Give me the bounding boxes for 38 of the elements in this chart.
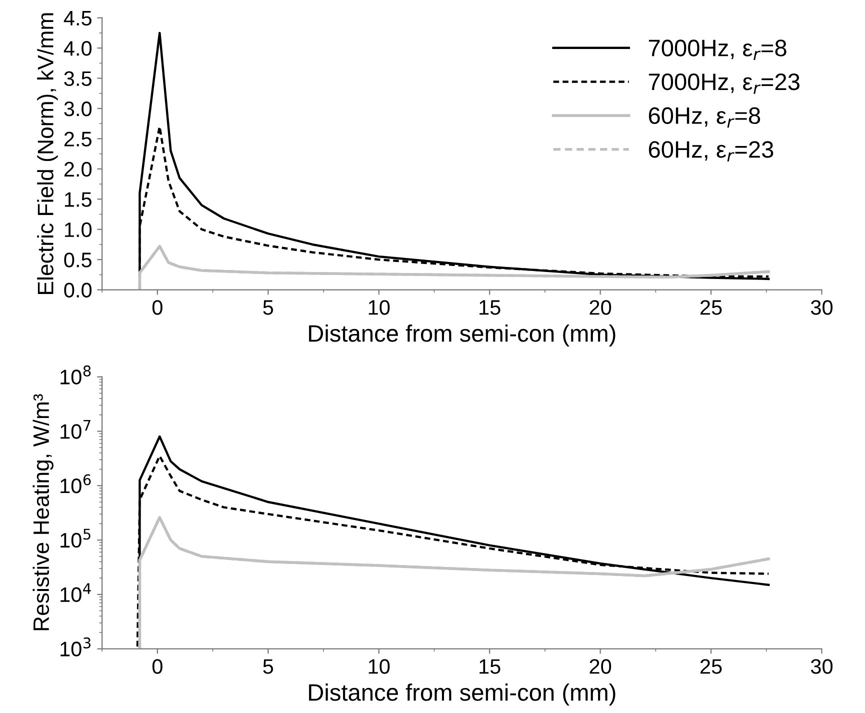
y-tick-label: 10$^{5}$ [60, 528, 90, 548]
y-tick-label: 10$^{6}$ [60, 474, 91, 494]
x-axis-title: Distance from semi-con (mm) [309, 684, 616, 706]
legend-label: 7000Hz, ε$_{r}$=8 [648, 40, 786, 60]
y-tick-label: 3.0 [64, 101, 92, 116]
x-tick-label: 30 [810, 300, 833, 315]
y-axis-title: Resistive Heating, W/m³ [32, 394, 54, 630]
y-tick-label: 1.0 [64, 222, 92, 238]
x-tick-label: 20 [590, 659, 612, 674]
x-tick-label: 15 [480, 300, 500, 315]
y-tick-label: 2.0 [64, 162, 92, 177]
y-tick-label: 4.5 [64, 11, 92, 26]
y-tick-label: 2.5 [64, 132, 92, 146]
y-tick-label: 10$^{4}$ [60, 583, 91, 602]
y-tick-label: 0.5 [64, 252, 92, 268]
x-tick-label: 5 [263, 659, 274, 674]
x-tick-label: 10 [368, 300, 390, 315]
x-tick-label: 20 [590, 300, 612, 315]
y-tick-label: 10$^{7}$ [60, 420, 90, 439]
x-tick-label: 30 [810, 659, 833, 674]
y-tick-label: 0.0 [64, 282, 92, 298]
x-tick-label: 15 [480, 659, 500, 674]
y-tick-label: 4.0 [64, 41, 92, 56]
y-tick-label: 10$^{3}$ [60, 637, 90, 656]
legend-label: 7000Hz, ε$_{r}$=23 [648, 73, 800, 94]
legend-label: 60Hz, ε$_{r}$=23 [648, 141, 774, 162]
y-axis-title: Electric Field (Norm), kV/mm [37, 13, 58, 294]
y-tick-label: 3.5 [64, 71, 92, 86]
x-tick-label: 10 [368, 659, 390, 674]
x-tick-label: 25 [700, 300, 722, 315]
legend-label: 60Hz, ε$_{r}$=8 [648, 107, 760, 128]
x-tick-label: 0 [152, 659, 162, 674]
x-tick-label: 25 [700, 659, 722, 674]
x-axis-title: Distance from semi-con (mm) [309, 324, 616, 347]
x-tick-label: 0 [152, 300, 162, 315]
y-tick-label: 10$^{8}$ [60, 365, 91, 384]
y-tick-label: 1.5 [64, 192, 92, 207]
x-tick-label: 5 [263, 300, 274, 315]
